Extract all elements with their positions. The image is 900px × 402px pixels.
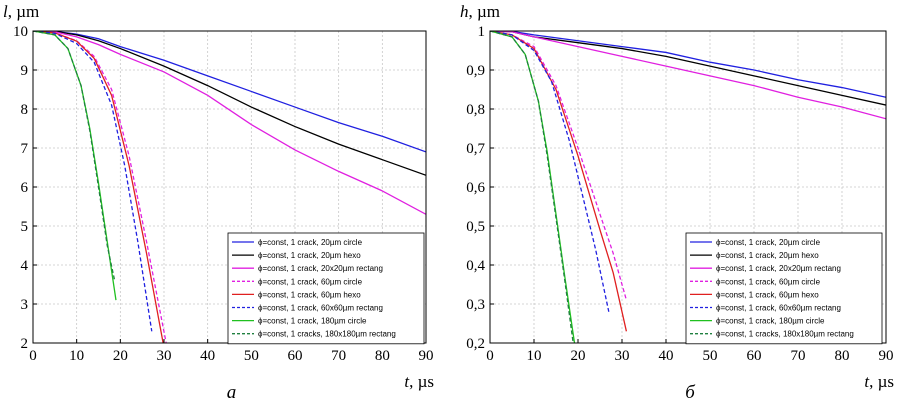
panel-label: б	[685, 382, 696, 402]
x-tick-label: 20	[113, 348, 128, 364]
x-axis-label: t, µs	[404, 372, 434, 391]
y-axis-unit: , µm	[469, 2, 501, 21]
x-tick-label: 30	[157, 348, 172, 364]
y-tick-label: 0,5	[466, 219, 485, 235]
x-tick-label: 10	[69, 348, 84, 364]
legend-label: ϕ=const, 1 crack, 60µm hexo	[258, 290, 361, 299]
x-tick-label: 50	[703, 348, 718, 364]
y-tick-label: 0,3	[466, 297, 485, 313]
y-tick-label: 4	[21, 258, 29, 274]
legend-label: ϕ=const, 1 crack, 20µm circle	[716, 238, 821, 247]
series-line-3	[490, 31, 886, 120]
x-axis-label: t, µs	[864, 372, 894, 391]
x-tick-label: 0	[486, 348, 494, 364]
y-tick-label: 7	[21, 141, 29, 157]
series-line-1	[33, 31, 426, 153]
legend-label: ϕ=const, 1 crack, 20x20µm rectang	[258, 264, 383, 273]
y-axis-label: l, µm	[3, 2, 39, 21]
y-tick-label: 0,2	[466, 336, 485, 352]
x-tick-label: 90	[879, 348, 894, 364]
chart-panel-2: 0 10 20 30 40 50 60 70 80 90 0,2 0,3 0,4 0,5 0,6 0,7 0,8…	[460, 2, 894, 402]
x-tick-label: 60	[288, 348, 303, 364]
y-tick-label: 6	[21, 180, 29, 196]
x-tick-label: 50	[244, 348, 259, 364]
x-axis-unit: , µs	[409, 372, 434, 391]
y-tick-label: 0,6	[466, 180, 485, 196]
x-tick-label: 90	[419, 348, 434, 364]
y-tick-label: 8	[21, 102, 29, 118]
y-axis-label: h, µm	[460, 2, 500, 21]
x-tick-label: 70	[791, 348, 806, 364]
series-line-3	[33, 31, 426, 215]
legend-label: ϕ=const, 1 crack, 20x20µm rectang	[716, 264, 841, 273]
y-tick-label: 9	[21, 63, 29, 79]
y-tick-label: 0,4	[466, 258, 485, 274]
series-line-1	[490, 31, 886, 98]
y-axis-symbol: l	[3, 2, 8, 21]
y-tick-label: 10	[13, 24, 28, 40]
series-group	[33, 31, 426, 343]
legend-label: ϕ=const, 1 crack, 20µm circle	[258, 238, 363, 247]
legend-label: ϕ=const, 1 cracks, 180x180µm rectang	[716, 330, 854, 339]
legend: ϕ=const, 1 crack, 20µm circle ϕ=const, 1 …	[685, 232, 883, 345]
x-axis-symbol: t	[404, 372, 410, 391]
y-tick-label: 2	[21, 336, 29, 352]
x-tick-label: 80	[375, 348, 390, 364]
series-line-7	[33, 31, 117, 301]
x-tick-label: 40	[659, 348, 674, 364]
series-line-4	[33, 31, 167, 343]
x-tick-label: 80	[835, 348, 850, 364]
x-tick-label: 30	[615, 348, 630, 364]
y-tick-label: 0,7	[466, 141, 485, 157]
x-tick-label: 40	[200, 348, 215, 364]
y-axis-symbol: h	[460, 2, 469, 21]
legend-label: ϕ=const, 1 crack, 60µm hexo	[716, 290, 819, 299]
legend-label: ϕ=const, 1 crack, 180µm circle	[258, 317, 367, 326]
series-line-2	[490, 31, 886, 106]
legend-label: ϕ=const, 1 crack, 60µm circle	[258, 277, 363, 286]
series-line-5	[490, 31, 628, 332]
y-tick-label: 0,9	[466, 63, 485, 79]
x-tick-label: 10	[527, 348, 542, 364]
panel-label: а	[227, 382, 237, 402]
x-tick-label: 70	[331, 348, 346, 364]
x-axis-symbol: t	[864, 372, 870, 391]
series-line-8	[490, 31, 574, 343]
x-axis-unit: , µs	[869, 372, 894, 391]
chart-panel-1: 0 10 20 30 40 50 60 70 80 90 2 3 4 5 6 7 8 9 10 l, µm t, µs а…	[3, 2, 434, 402]
series-group	[490, 31, 886, 343]
x-tick-label: 20	[571, 348, 586, 364]
legend-box	[227, 232, 425, 345]
y-tick-label: 0,8	[466, 102, 485, 118]
series-line-2	[33, 31, 426, 176]
y-tick-label: 5	[21, 219, 29, 235]
y-tick-label: 1	[478, 24, 486, 40]
y-tick-label: 3	[21, 297, 29, 313]
legend-label: ϕ=const, 1 crack, 60µm circle	[716, 277, 821, 286]
x-tick-label: 60	[747, 348, 762, 364]
series-line-6	[33, 31, 153, 332]
legend-label: ϕ=const, 1 crack, 180µm circle	[716, 317, 825, 326]
legend-label: ϕ=const, 1 crack, 60x60µm rectang	[716, 304, 841, 313]
legend-label: ϕ=const, 1 cracks, 180x180µm rectang	[258, 330, 396, 339]
y-axis-unit: , µm	[8, 2, 40, 21]
series-line-5	[33, 31, 164, 343]
series-line-4	[490, 31, 628, 301]
legend-label: ϕ=const, 1 crack, 20µm hexo	[716, 251, 819, 260]
series-line-6	[490, 31, 610, 312]
legend-label: ϕ=const, 1 crack, 60x60µm rectang	[258, 304, 383, 313]
legend: ϕ=const, 1 crack, 20µm circle ϕ=const, 1 …	[227, 232, 425, 345]
legend-label: ϕ=const, 1 crack, 20µm hexo	[258, 251, 361, 260]
legend-box	[685, 232, 883, 345]
x-tick-label: 0	[29, 348, 37, 364]
series-line-8	[33, 31, 116, 281]
